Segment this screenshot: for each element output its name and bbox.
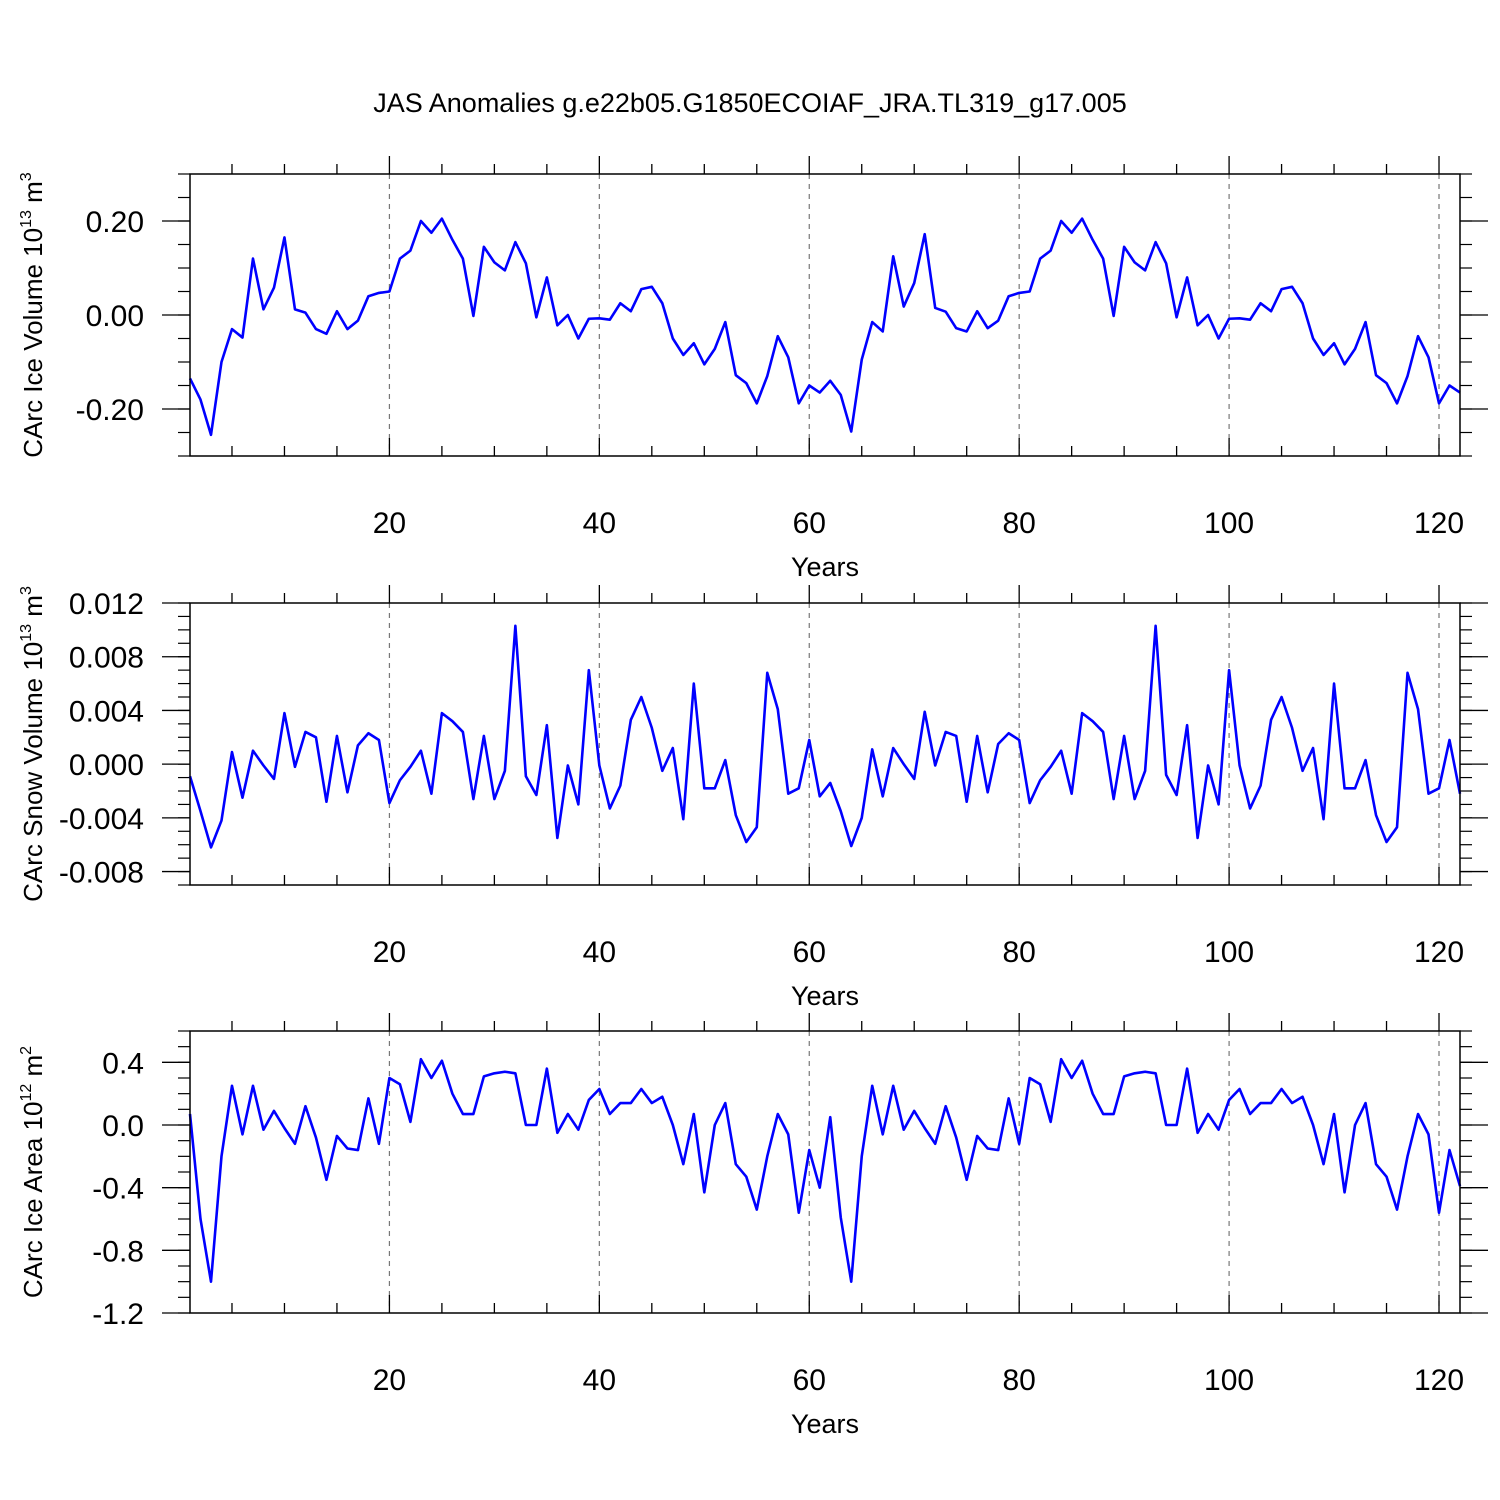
y-axis-label-part: CArc Ice Volume 10 — [18, 228, 48, 458]
y-tick-label: 0.012 — [69, 588, 144, 621]
panels: -0.20 0.00 0.20 20 40 60 80 100 120 Years CArc Ice… — [18, 156, 1488, 1439]
plot-frame — [189, 1030, 1461, 1314]
plot-frame — [189, 173, 1461, 457]
x-tick-label: 100 — [1204, 507, 1254, 540]
x-axis-label: Years — [791, 552, 859, 582]
y-tick-label: -0.004 — [59, 803, 144, 836]
x-tick-label: 40 — [583, 507, 616, 540]
y-axis-label-part: CArc Snow Volume 10 — [18, 642, 48, 902]
y-tick-label: -0.8 — [92, 1235, 144, 1268]
data-series-line — [188, 624, 1462, 849]
x-axis-label: Years — [791, 981, 859, 1011]
x-tick-label: 80 — [1002, 507, 1035, 540]
x-tick-label: 20 — [373, 507, 406, 540]
x-tick-label: 80 — [1002, 936, 1035, 969]
panel-1: -0.20 0.00 0.20 20 40 60 80 100 120 Years CArc Ice… — [18, 156, 1488, 582]
x-tick-label: 120 — [1414, 507, 1464, 540]
x-tick-label: 40 — [583, 1364, 616, 1397]
y-axis-label-superscript: 3 — [18, 586, 35, 595]
x-tick-label: 20 — [373, 936, 406, 969]
x-tick-label: 100 — [1204, 1364, 1254, 1397]
y-tick-label: -0.20 — [76, 394, 144, 427]
x-axis-label: Years — [791, 1409, 859, 1439]
y-tick-label: 0.00 — [86, 300, 144, 333]
y-axis-label-part: m — [18, 595, 48, 624]
panel-2: -0.008 -0.004 0.000 0.004 0.008 0.012 20 40 60 80… — [18, 585, 1488, 1011]
y-axis-label-superscript: 3 — [18, 172, 35, 181]
y-axis-label-superscript: 13 — [18, 624, 35, 642]
y-axis-label: CArc Snow Volume 1013 m3 — [18, 586, 48, 902]
x-tick-label: 100 — [1204, 936, 1254, 969]
y-axis-label-superscript: 2 — [18, 1046, 35, 1055]
x-tick-label: 60 — [793, 936, 826, 969]
y-tick-label: 0.000 — [69, 749, 144, 782]
x-tick-label: 60 — [793, 1364, 826, 1397]
y-tick-label: 0.4 — [102, 1047, 144, 1080]
y-tick-label: -0.008 — [59, 857, 144, 890]
y-tick-label: 0.008 — [69, 642, 144, 675]
data-series-line — [188, 217, 1461, 437]
y-tick-label: -1.2 — [92, 1298, 144, 1331]
y-tick-label: 0.20 — [86, 206, 144, 239]
x-tick-label: 40 — [583, 936, 616, 969]
x-tick-label: 120 — [1414, 1364, 1464, 1397]
y-axis-label-part: m — [18, 181, 48, 210]
y-axis-label: CArc Ice Area 1012 m2 — [18, 1046, 48, 1298]
y-axis-label-part: CArc Ice Area 10 — [18, 1102, 48, 1299]
y-axis-label-superscript: 13 — [18, 210, 35, 228]
x-tick-label: 80 — [1002, 1364, 1035, 1397]
y-axis-label: CArc Ice Volume 1013 m3 — [18, 172, 48, 457]
y-axis-label-superscript: 12 — [18, 1084, 35, 1102]
y-tick-label: 0.0 — [102, 1110, 144, 1143]
y-axis-label-part: m — [18, 1055, 48, 1084]
x-tick-label: 120 — [1414, 936, 1464, 969]
y-tick-label: 0.004 — [69, 695, 144, 728]
x-tick-label: 60 — [793, 507, 826, 540]
chart-title: JAS Anomalies g.e22b05.G1850ECOIAF_JRA.T… — [373, 88, 1126, 118]
data-series-line — [188, 1057, 1462, 1283]
y-tick-label: -0.4 — [92, 1173, 144, 1206]
plot-frame — [189, 602, 1461, 886]
panel-3: -1.2 -0.8 -0.4 0.0 0.4 20 40 60 80 100 120 Years CAr… — [18, 1013, 1488, 1439]
x-tick-label: 20 — [373, 1364, 406, 1397]
